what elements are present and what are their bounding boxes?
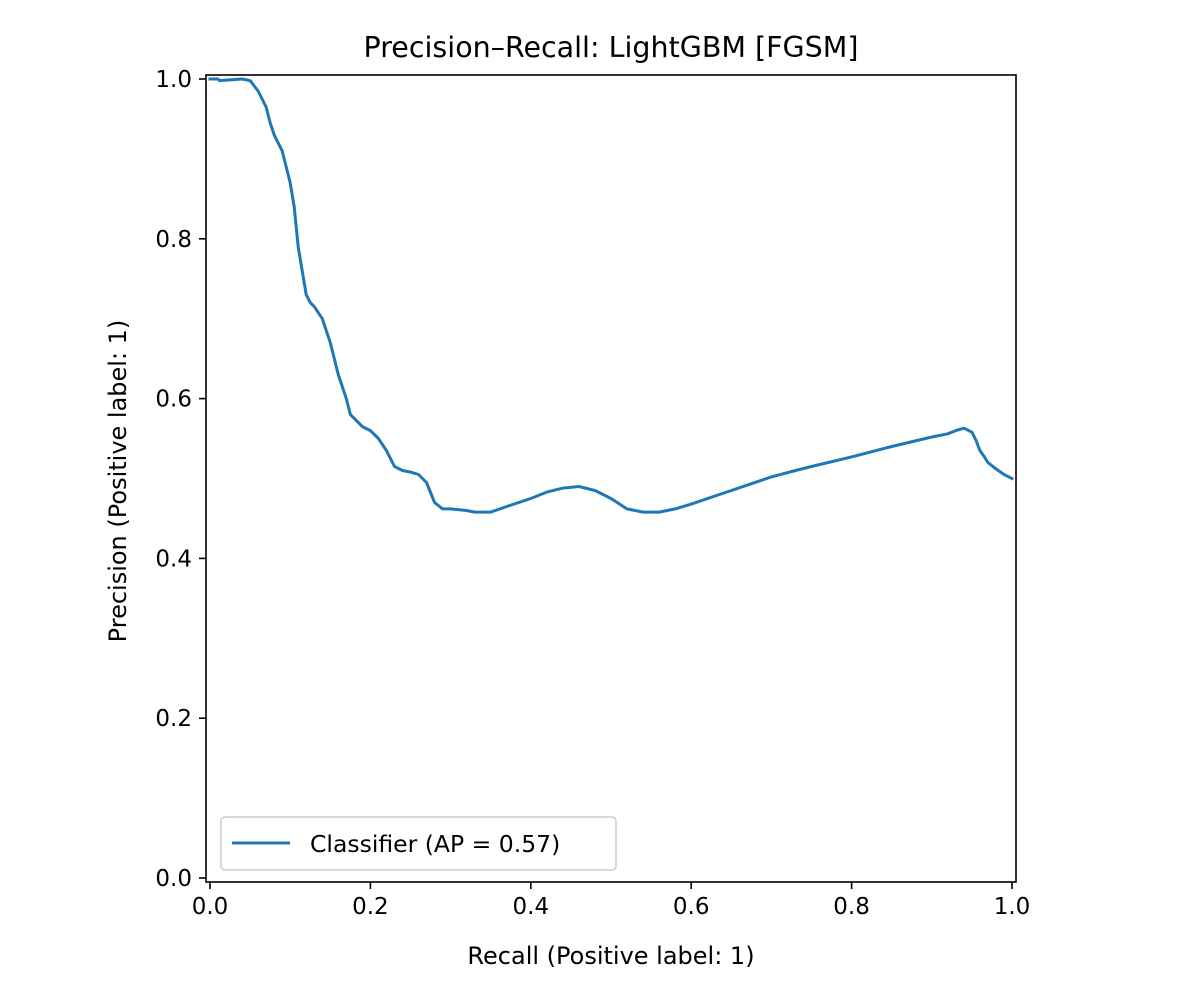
y-tick-label: 0.4 <box>155 546 192 572</box>
axis-ticks: 0.0 0.2 0.4 0.6 0.8 1.0 0.0 0.2 0.4 0.6 0.8 1.0 <box>155 67 1030 920</box>
y-tick-label: 1.0 <box>155 67 192 93</box>
x-tick-label: 0.6 <box>673 894 710 920</box>
plot-area <box>206 75 1016 882</box>
axes-border <box>205 74 1017 883</box>
legend-label: Classifier (AP = 0.57) <box>310 830 560 858</box>
legend: Classifier (AP = 0.57) <box>220 816 617 871</box>
axes-frame <box>205 74 1017 883</box>
y-tick-label: 0.8 <box>155 227 192 253</box>
x-tick-label: 0.4 <box>513 894 550 920</box>
plot-background <box>206 75 1016 882</box>
series-line <box>208 77 1015 514</box>
chart-title: Precision–Recall: LightGBM [FGSM] <box>364 31 859 64</box>
y-tick-label: 0.2 <box>155 706 192 732</box>
y-tick-label: 0.0 <box>155 866 192 892</box>
x-tick-label: 0.0 <box>192 894 229 920</box>
x-axis-label: Recall (Positive label: 1) <box>467 942 754 970</box>
legend-box <box>220 816 617 871</box>
x-tick-label: 0.2 <box>352 894 389 920</box>
series-layer <box>208 77 1015 514</box>
x-tick-label: 1.0 <box>994 894 1031 920</box>
x-tick-label: 0.8 <box>833 894 870 920</box>
y-axis-label: Precision (Positive label: 1) <box>104 320 132 643</box>
y-tick-label: 0.6 <box>155 387 192 413</box>
